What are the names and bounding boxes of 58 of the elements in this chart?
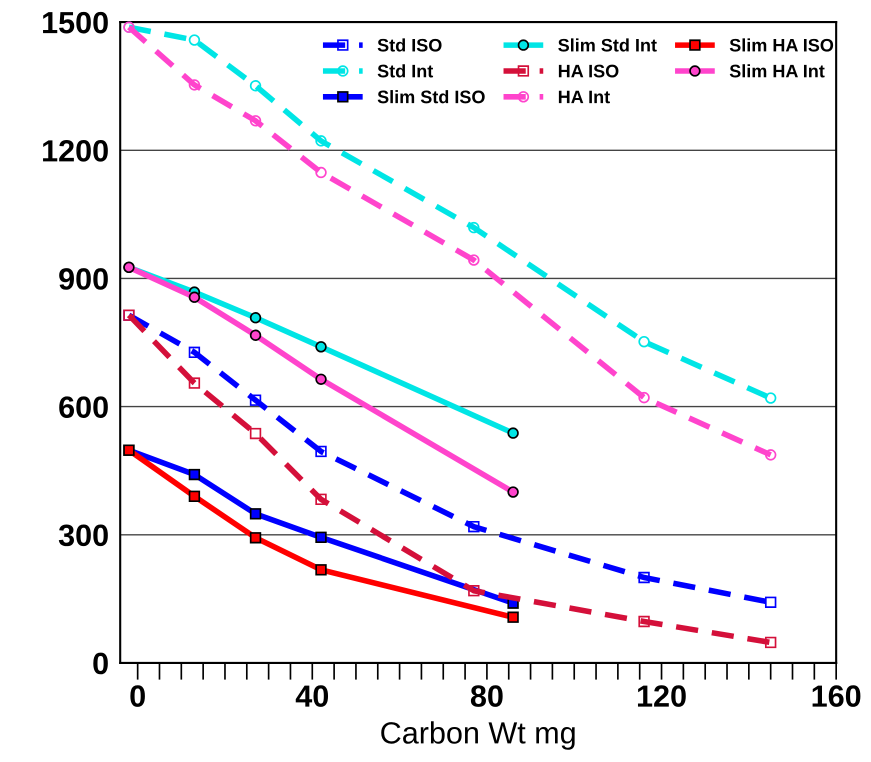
x-tick-label: 40 — [296, 685, 328, 707]
legend-label: HA ISO — [558, 64, 618, 78]
point — [188, 79, 200, 91]
point — [638, 572, 650, 584]
point — [764, 636, 776, 648]
point — [638, 336, 650, 348]
point — [315, 446, 327, 458]
point — [250, 394, 262, 406]
point — [188, 292, 200, 303]
y-tick-label: 1500 — [43, 12, 108, 34]
x-tick-label: 0 — [130, 685, 145, 707]
point — [638, 616, 650, 628]
legend-label: Slim Std Int — [558, 38, 657, 52]
x-tick-label: 160 — [812, 685, 860, 707]
point — [250, 312, 262, 324]
point — [250, 428, 262, 440]
legend-label: Slim Std ISO — [378, 90, 485, 104]
point — [764, 392, 776, 404]
point — [468, 222, 480, 234]
point — [188, 377, 200, 389]
point — [315, 135, 327, 147]
y-tick-label: 900 — [59, 268, 108, 290]
y-tick-label: 1200 — [43, 140, 108, 162]
point — [188, 468, 200, 480]
y-tick-label: 0 — [93, 652, 108, 674]
point — [468, 520, 480, 532]
point — [315, 564, 327, 576]
point — [315, 374, 327, 385]
point — [315, 166, 327, 178]
point — [250, 508, 262, 520]
point — [468, 585, 480, 596]
legend-label: Std ISO — [378, 38, 442, 52]
point — [250, 80, 262, 92]
point — [188, 346, 200, 358]
point — [315, 532, 327, 544]
legend-label: Slim HA ISO — [730, 38, 834, 52]
point — [764, 596, 776, 608]
x-tick-label: 120 — [638, 685, 686, 707]
point — [638, 392, 650, 404]
y-tick-label: 600 — [59, 396, 108, 418]
point — [468, 254, 480, 266]
point — [764, 449, 776, 461]
point — [250, 115, 262, 126]
x-tick-label: 80 — [470, 685, 503, 707]
point — [250, 532, 262, 544]
legend-label: HA Int — [558, 90, 610, 104]
x-axis-title: Carbon Wt mg — [381, 721, 575, 750]
point — [315, 494, 327, 506]
point — [507, 612, 519, 623]
point — [188, 490, 200, 502]
point — [188, 34, 200, 46]
point — [315, 341, 327, 352]
y-tick-label: 300 — [58, 524, 108, 546]
point — [507, 486, 519, 498]
point — [507, 427, 519, 439]
legend-label: Std Int — [378, 64, 434, 78]
point — [250, 330, 262, 341]
legend-label: Slim HA Int — [730, 64, 825, 78]
